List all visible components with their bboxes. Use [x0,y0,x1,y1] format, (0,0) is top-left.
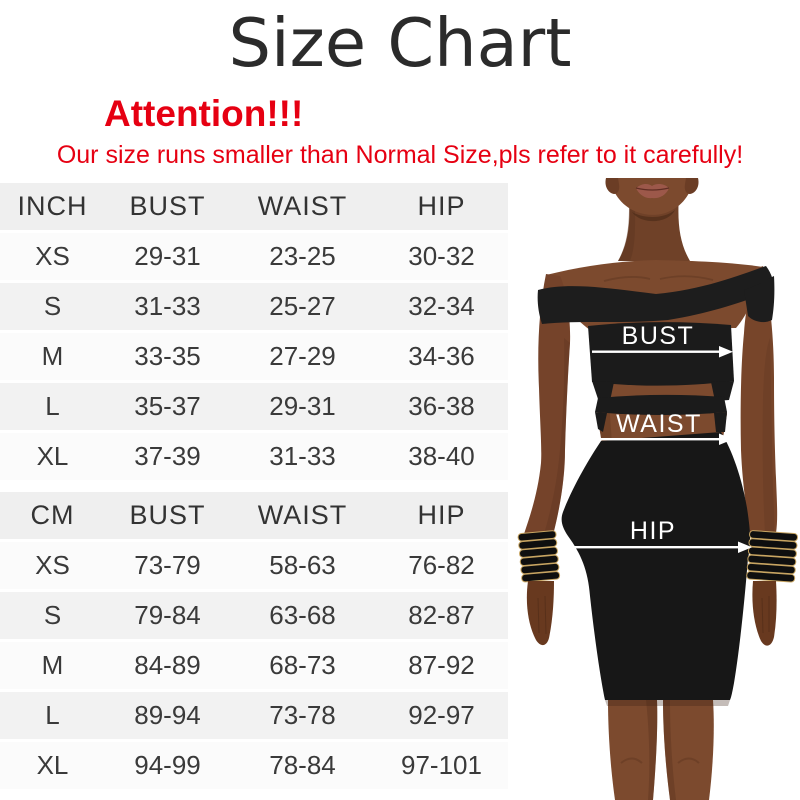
left-ear [605,178,620,194]
measurement-cell: 76-82 [375,542,508,592]
measurement-cell: 73-78 [230,692,375,742]
measurement-cell: 37-39 [105,433,230,483]
bust-column-header: BUST [105,183,230,233]
unit-header-inch: INCH [0,183,105,233]
measurement-cell: 94-99 [105,742,230,792]
bandeau-top [588,322,734,386]
waist-label: WAIST [616,410,702,438]
table-row-xl: XL 94-99 78-84 97-101 [0,742,508,792]
skirt [561,432,751,700]
measurement-cell: 38-40 [375,433,508,483]
dress [537,266,775,700]
size-cell: L [0,383,105,433]
measurement-cell: 34-36 [375,333,508,383]
waist-band [595,394,727,415]
table-row-m: M 84-89 68-73 87-92 [0,642,508,692]
measurement-cell: 23-25 [230,233,375,283]
table-row-s: S 31-33 25-27 32-34 [0,283,508,333]
right-bracelet-stack [746,530,799,583]
table-row-xs: XS 73-79 58-63 76-82 [0,542,508,592]
measurement-cell: 97-101 [375,742,508,792]
measurement-cell: 79-84 [105,592,230,642]
right-ear [684,178,699,194]
measurement-cell: 87-92 [375,642,508,692]
left-arm [524,274,571,535]
measurement-cell: 25-27 [230,283,375,333]
measurement-cell: 73-79 [105,542,230,592]
measurement-cell: 31-33 [105,283,230,333]
hip-arrow [558,546,738,549]
table-row-l: L 89-94 73-78 92-97 [0,692,508,742]
measurement-cell: 35-37 [105,383,230,433]
hands [526,581,777,646]
size-notice-text: Our size runs smaller than Normal Size,p… [56,141,744,169]
size-cell: XS [0,542,105,592]
table-row-s: S 79-84 63-68 82-87 [0,592,508,642]
table-row-xl: XL 37-39 31-33 38-40 [0,433,508,483]
bust-label: BUST [622,322,695,350]
measurement-cell: 82-87 [375,592,508,642]
cm-header-row: CM BUST WAIST HIP [0,492,508,542]
left-bracelet-stack [517,530,561,583]
measurement-cell: 92-97 [375,692,508,742]
waist-column-header: WAIST [230,183,375,233]
size-cell: XS [0,233,105,283]
table-row-xs: XS 29-31 23-25 30-32 [0,233,508,283]
measurement-cell: 89-94 [105,692,230,742]
measurement-cell: 33-35 [105,333,230,383]
size-cell: L [0,692,105,742]
table-row-m: M 33-35 27-29 34-36 [0,333,508,383]
measurement-cell: 30-32 [375,233,508,283]
hip-label: HIP [630,517,676,545]
measurement-cell: 31-33 [230,433,375,483]
table-row-l: L 35-37 29-31 36-38 [0,383,508,433]
measurement-cell: 36-38 [375,383,508,433]
measurement-cell: 27-29 [230,333,375,383]
measurement-cell: 84-89 [105,642,230,692]
measurement-cell: 58-63 [230,542,375,592]
waist-arrow [583,438,720,441]
measurement-cell: 29-31 [105,233,230,283]
size-cell: M [0,333,105,383]
legs [605,700,730,800]
bust-annotation: BUST [592,322,733,358]
hip-column-header: HIP [375,183,508,233]
size-cell: XL [0,433,105,483]
model-photo: BUST WAIST HIP [508,178,800,800]
hip-annotation: HIP [558,517,752,553]
size-cell: XL [0,742,105,792]
attention-heading: Attention!!! [104,93,304,134]
size-tables: INCH BUST WAIST HIP XS 29-31 23-25 30-32… [0,183,508,792]
size-cell: M [0,642,105,692]
waist-annotation: WAIST [583,410,733,445]
size-cell: S [0,283,105,333]
measurement-cell: 78-84 [230,742,375,792]
measurement-cell: 63-68 [230,592,375,642]
hip-column-header: HIP [375,492,508,542]
size-table-cm: CM BUST WAIST HIP XS 73-79 58-63 76-82 S… [0,492,508,792]
waist-column-header: WAIST [230,492,375,542]
measurement-cell: 32-34 [375,283,508,333]
bust-arrow [592,350,720,353]
right-arm [740,266,778,534]
inch-header-row: INCH BUST WAIST HIP [0,183,508,233]
unit-header-cm: CM [0,492,105,542]
lips [636,183,669,199]
measurement-cell: 29-31 [230,383,375,433]
page-title: Size Chart [228,4,572,82]
off-shoulder-band [537,266,774,324]
bust-column-header: BUST [105,492,230,542]
size-table-inch: INCH BUST WAIST HIP XS 29-31 23-25 30-32… [0,183,508,483]
model-face [605,178,699,222]
size-cell: S [0,592,105,642]
measurement-cell: 68-73 [230,642,375,692]
